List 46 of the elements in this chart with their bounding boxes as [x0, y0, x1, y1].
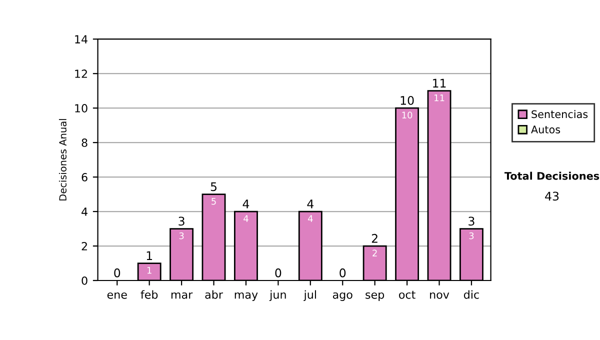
data-label: 3 — [179, 232, 184, 240]
y-tick-label: 8 — [82, 138, 88, 147]
x-tick-label: abr — [205, 290, 223, 299]
x-tick-label: ene — [107, 292, 127, 299]
y-tick-label: 12 — [75, 70, 87, 78]
legend-label: Sentencias — [532, 110, 588, 118]
x-tick-label: feb — [140, 290, 158, 299]
total-label: 3 — [468, 216, 474, 226]
legend-label: Autos — [531, 126, 560, 134]
total-label: 10 — [400, 96, 414, 105]
y-tick-label: 6 — [82, 173, 88, 182]
data-label: 3 — [469, 232, 474, 240]
x-tick-label: ago — [332, 292, 352, 301]
total-label: 1 — [146, 251, 152, 260]
text: 43 — [545, 192, 559, 201]
y-axis-title: Decisiones Anual — [58, 119, 66, 200]
data-label: 4 — [308, 215, 313, 222]
total-label: 11 — [433, 78, 446, 88]
y-tick-label: 0 — [82, 276, 88, 285]
data-label: 10 — [402, 112, 412, 119]
total-label: 2 — [372, 234, 378, 243]
total-label: 0 — [114, 268, 120, 278]
x-tick-label: oct — [399, 290, 416, 299]
data-label: 5 — [212, 198, 216, 205]
x-tick-label: nov — [430, 292, 450, 299]
total-label: 5 — [210, 182, 216, 192]
y-tick-label: 2 — [82, 242, 87, 250]
text: Total Decisiones — [504, 172, 600, 180]
x-tick-label: jul — [304, 290, 316, 301]
data-label: 11 — [434, 94, 444, 102]
x-tick-label: dic — [464, 290, 479, 299]
data-label: 2 — [372, 250, 377, 256]
y-tick-label: 10 — [75, 104, 88, 112]
y-tick-label: 14 — [75, 35, 88, 44]
x-tick-label: sep — [366, 292, 384, 301]
data-label: 1 — [147, 266, 152, 274]
x-tick-label: may — [234, 292, 258, 301]
total-label: 4 — [242, 200, 250, 208]
total-label: 3 — [178, 216, 184, 226]
total-label: 4 — [307, 200, 314, 208]
total-label: 0 — [275, 268, 282, 278]
data-label: 4 — [244, 215, 248, 222]
total-label: 0 — [340, 268, 346, 278]
x-tick-label: jun — [269, 290, 286, 301]
x-tick-label: mar — [171, 292, 193, 299]
y-tick-label: 4 — [82, 208, 88, 216]
